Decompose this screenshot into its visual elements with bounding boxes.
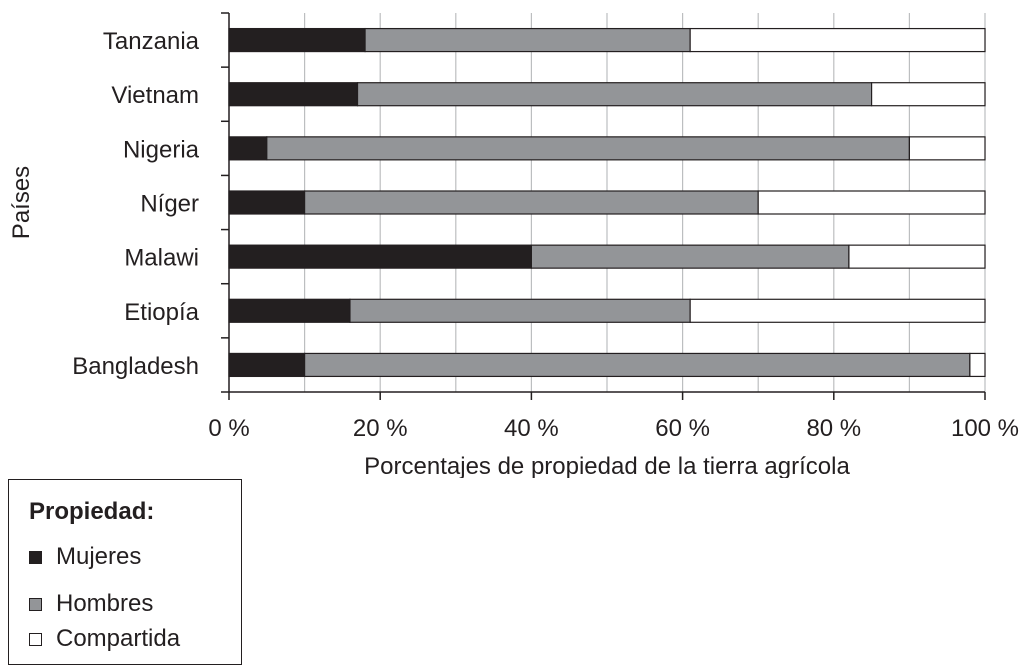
x-tick-label: 80 %: [806, 415, 861, 442]
bar-mujeres-1: [228, 82, 359, 107]
bars: [228, 27, 986, 378]
x-tick-label: 100 %: [951, 415, 1019, 442]
x-tick-label: 60 %: [655, 415, 710, 442]
bar-hombres-4: [530, 244, 850, 269]
x-tick-label: 40 %: [504, 415, 559, 442]
bar-hombres-1: [356, 82, 873, 107]
category-label: Malawi: [124, 245, 199, 272]
bar-hombres-0: [364, 27, 691, 53]
bar-mujeres-0: [228, 27, 366, 53]
bar-mujeres-5: [228, 298, 351, 323]
x-axis-label: Porcentajes de propiedad de la tierra ag…: [364, 453, 850, 478]
legend-swatch-compartida: [29, 632, 42, 646]
legend-label-compartida: Compartida: [56, 625, 181, 652]
legend-swatch-mujeres: [29, 550, 42, 564]
axes: [221, 12, 986, 400]
category-label: Nigeria: [123, 136, 200, 163]
stacked-bar-chart: Tanzania Vietnam Nigeria Níger Malawi Etiopía…: [8, 12, 1019, 478]
legend-title: Propiedad:: [29, 498, 155, 525]
legend-item-mujeres: Mujeres: [29, 542, 141, 572]
category-label: Vietnam: [111, 82, 199, 109]
category-labels: Tanzania Vietnam Nigeria Níger Malawi Etiopía…: [72, 28, 199, 380]
x-tick-labels: 0 % 20 % 40 % 60 % 80 % 100 %: [208, 415, 1019, 442]
category-label: Bangladesh: [72, 353, 199, 380]
bar-mujeres-3: [228, 190, 306, 215]
legend: Propiedad: Mujeres Hombres Compartida: [8, 479, 242, 665]
bar-hombres-6: [304, 352, 971, 378]
bar-compartida-1: [870, 82, 986, 107]
bar-hombres-3: [304, 190, 759, 215]
bar-compartida-3: [757, 190, 986, 215]
bar-mujeres-4: [228, 244, 532, 269]
legend-label-hombres: Hombres: [56, 590, 154, 617]
category-label: Etiopía: [124, 299, 199, 326]
bar-compartida-6: [969, 352, 986, 378]
bar-hombres-2: [266, 136, 910, 161]
legend-swatch-hombres: [29, 597, 42, 611]
legend-item-compartida: Compartida: [29, 624, 180, 654]
bar-compartida-5: [689, 298, 986, 323]
x-tick-label: 0 %: [208, 415, 249, 442]
legend-label-mujeres: Mujeres: [56, 543, 142, 570]
x-tick-label: 20 %: [353, 415, 408, 442]
bar-hombres-5: [349, 298, 691, 323]
legend-item-hombres: Hombres: [29, 589, 153, 619]
y-axis-label: Países: [8, 166, 35, 239]
bar-compartida-4: [848, 244, 986, 269]
category-label: Tanzania: [103, 28, 200, 55]
bar-compartida-0: [689, 27, 986, 53]
bar-compartida-2: [908, 136, 986, 161]
bar-mujeres-2: [228, 136, 268, 161]
category-label: Níger: [140, 191, 199, 218]
bar-mujeres-6: [228, 352, 306, 378]
